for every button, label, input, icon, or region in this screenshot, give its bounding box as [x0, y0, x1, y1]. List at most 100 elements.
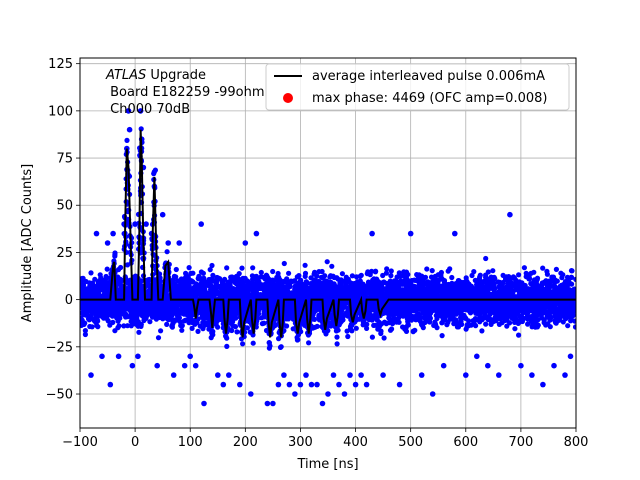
scatter-point: [516, 272, 522, 278]
scatter-point: [380, 272, 386, 279]
scatter-point: [464, 323, 470, 330]
scatter-point: [202, 322, 208, 328]
scatter-point: [316, 269, 322, 275]
scatter-point: [138, 321, 144, 328]
scatter-point: [80, 275, 86, 281]
scatter-point: [459, 302, 465, 308]
scatter-point: [389, 321, 396, 327]
scatter-point: [195, 283, 201, 289]
scatter-point: [374, 276, 380, 282]
scatter-point: [560, 312, 566, 319]
scatter-point: [381, 279, 387, 286]
scatter-point: [182, 308, 188, 314]
scatter-point: [136, 329, 142, 335]
scatter-point: [284, 276, 290, 282]
scatter-point: [115, 325, 121, 331]
scatter-point: [124, 323, 131, 329]
scatter-point: [258, 269, 264, 276]
scatter-point: [500, 289, 506, 295]
scatter-point: [471, 292, 477, 298]
scatter-point: [426, 305, 432, 311]
scatter-point: [386, 315, 392, 321]
scatter-point: [302, 262, 308, 268]
scatter-point: [395, 281, 401, 287]
scatter-point: [80, 317, 84, 323]
scatter-point: [404, 316, 410, 322]
scatter-point: [517, 313, 523, 319]
scatter-point: [403, 328, 410, 334]
scatter-point: [511, 294, 517, 300]
scatter-point: [432, 321, 438, 327]
scatter-point: [389, 326, 395, 332]
scatter-point: [520, 284, 526, 290]
scatter-point: [180, 277, 186, 283]
scatter-point: [157, 275, 163, 281]
scatter-point: [177, 291, 183, 297]
scatter-point: [302, 270, 309, 276]
scatter-point: [463, 275, 469, 281]
scatter-point: [483, 321, 489, 327]
scatter-point: [358, 272, 364, 278]
scatter-point: [388, 273, 394, 279]
scatter-point: [188, 270, 194, 276]
scatter-point: [80, 280, 84, 286]
scatter-point: [294, 274, 300, 280]
scatter-point: [473, 323, 479, 329]
plot-area: [79, 58, 577, 428]
scatter-point: [98, 275, 104, 281]
scatter-point: [88, 299, 94, 305]
scatter-point: [473, 285, 479, 291]
scatter-point: [239, 265, 245, 271]
scatter-point: [164, 321, 170, 327]
scatter-point: [343, 274, 349, 280]
scatter-point: [564, 274, 571, 280]
scatter-point: [553, 312, 559, 318]
scatter-point: [447, 266, 453, 272]
scatter-point: [318, 274, 325, 280]
scatter-point: [82, 328, 88, 334]
scatter-point: [344, 328, 350, 334]
scatter-point: [232, 324, 239, 330]
scatter-point: [459, 321, 465, 327]
scatter-point: [539, 315, 545, 321]
scatter-point: [189, 325, 195, 331]
scatter-point: [259, 321, 265, 327]
scatter-point: [550, 274, 557, 280]
scatter-point: [569, 268, 575, 274]
scatter-point: [281, 260, 287, 267]
scatter-point: [335, 276, 341, 282]
scatter-point: [535, 322, 541, 328]
scatter-point: [94, 299, 100, 305]
scatter-point: [411, 287, 417, 293]
scatter-point: [524, 304, 530, 310]
scatter-point: [129, 316, 135, 322]
scatter-point: [417, 318, 423, 324]
scatter-point: [529, 324, 535, 330]
scatter-point: [405, 303, 411, 309]
scatter-point: [516, 332, 522, 338]
scatter-point: [338, 317, 344, 323]
scatter-point: [525, 321, 531, 327]
scatter-point: [167, 306, 173, 312]
scatter-point: [210, 285, 216, 291]
scatter-point: [82, 331, 88, 338]
scatter-point: [569, 274, 575, 280]
scatter-point: [504, 274, 510, 280]
scatter-point: [171, 273, 177, 279]
scatter-point: [345, 333, 351, 340]
scatter-point: [394, 274, 400, 280]
scatter-point: [439, 319, 445, 326]
scatter-point: [88, 270, 94, 276]
scatter-point: [500, 280, 506, 287]
scatter-point: [121, 323, 127, 329]
scatter-point: [433, 312, 439, 319]
scatter-point: [104, 266, 110, 272]
scatter-point: [384, 266, 390, 272]
scatter-point: [377, 281, 383, 287]
scatter-point: [499, 320, 505, 326]
scatter-point: [329, 263, 335, 269]
scatter-point: [186, 285, 192, 291]
scatter-point: [434, 290, 440, 296]
scatter-point: [526, 273, 532, 279]
scatter-point: [230, 319, 236, 325]
